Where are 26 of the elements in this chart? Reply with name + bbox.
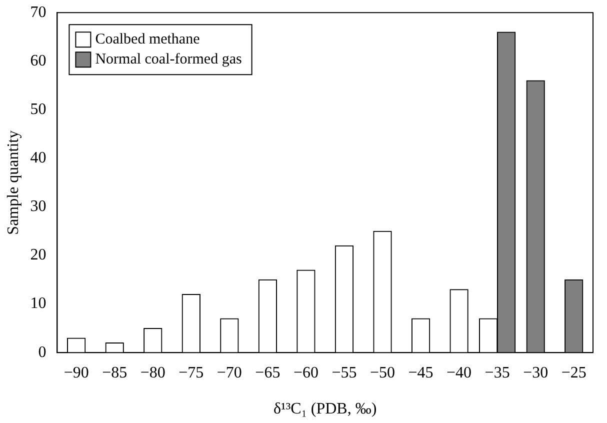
x-tick-label: −40 xyxy=(446,364,472,382)
x-tick-label: −60 xyxy=(293,364,318,382)
legend-label: Normal coal-formed gas xyxy=(95,52,242,68)
x-tick-label: −70 xyxy=(216,364,242,382)
y-tick-label: 60 xyxy=(30,52,46,70)
legend-label: Coalbed methane xyxy=(95,32,200,48)
x-tick-label: −25 xyxy=(561,364,586,382)
x-tick-label: −85 xyxy=(102,364,128,382)
y-tick-label: 30 xyxy=(30,198,46,216)
x-tick-label: −90 xyxy=(64,364,89,382)
x-tick-label: −65 xyxy=(255,364,280,382)
y-tick-label: 10 xyxy=(30,295,46,312)
x-tick-label: −35 xyxy=(484,364,510,382)
x-tick-label: −55 xyxy=(332,364,357,382)
x-tick-label: −30 xyxy=(523,364,548,382)
x-tick-label: −45 xyxy=(408,364,434,382)
y-tick-label: 20 xyxy=(30,246,46,264)
y-tick-label: 70 xyxy=(30,4,46,21)
y-tick-label: 50 xyxy=(30,100,46,118)
x-tick-label: −80 xyxy=(140,364,166,382)
x-tick-label: −50 xyxy=(370,364,396,382)
y-axis-title: Sample quantity xyxy=(4,130,22,235)
y-tick-label: 0 xyxy=(38,344,46,361)
y-tick-label: 40 xyxy=(30,150,46,167)
x-tick-label: −75 xyxy=(178,364,204,382)
x-axis-title: δ¹³C₁ (PDB, ‰) xyxy=(274,400,377,418)
